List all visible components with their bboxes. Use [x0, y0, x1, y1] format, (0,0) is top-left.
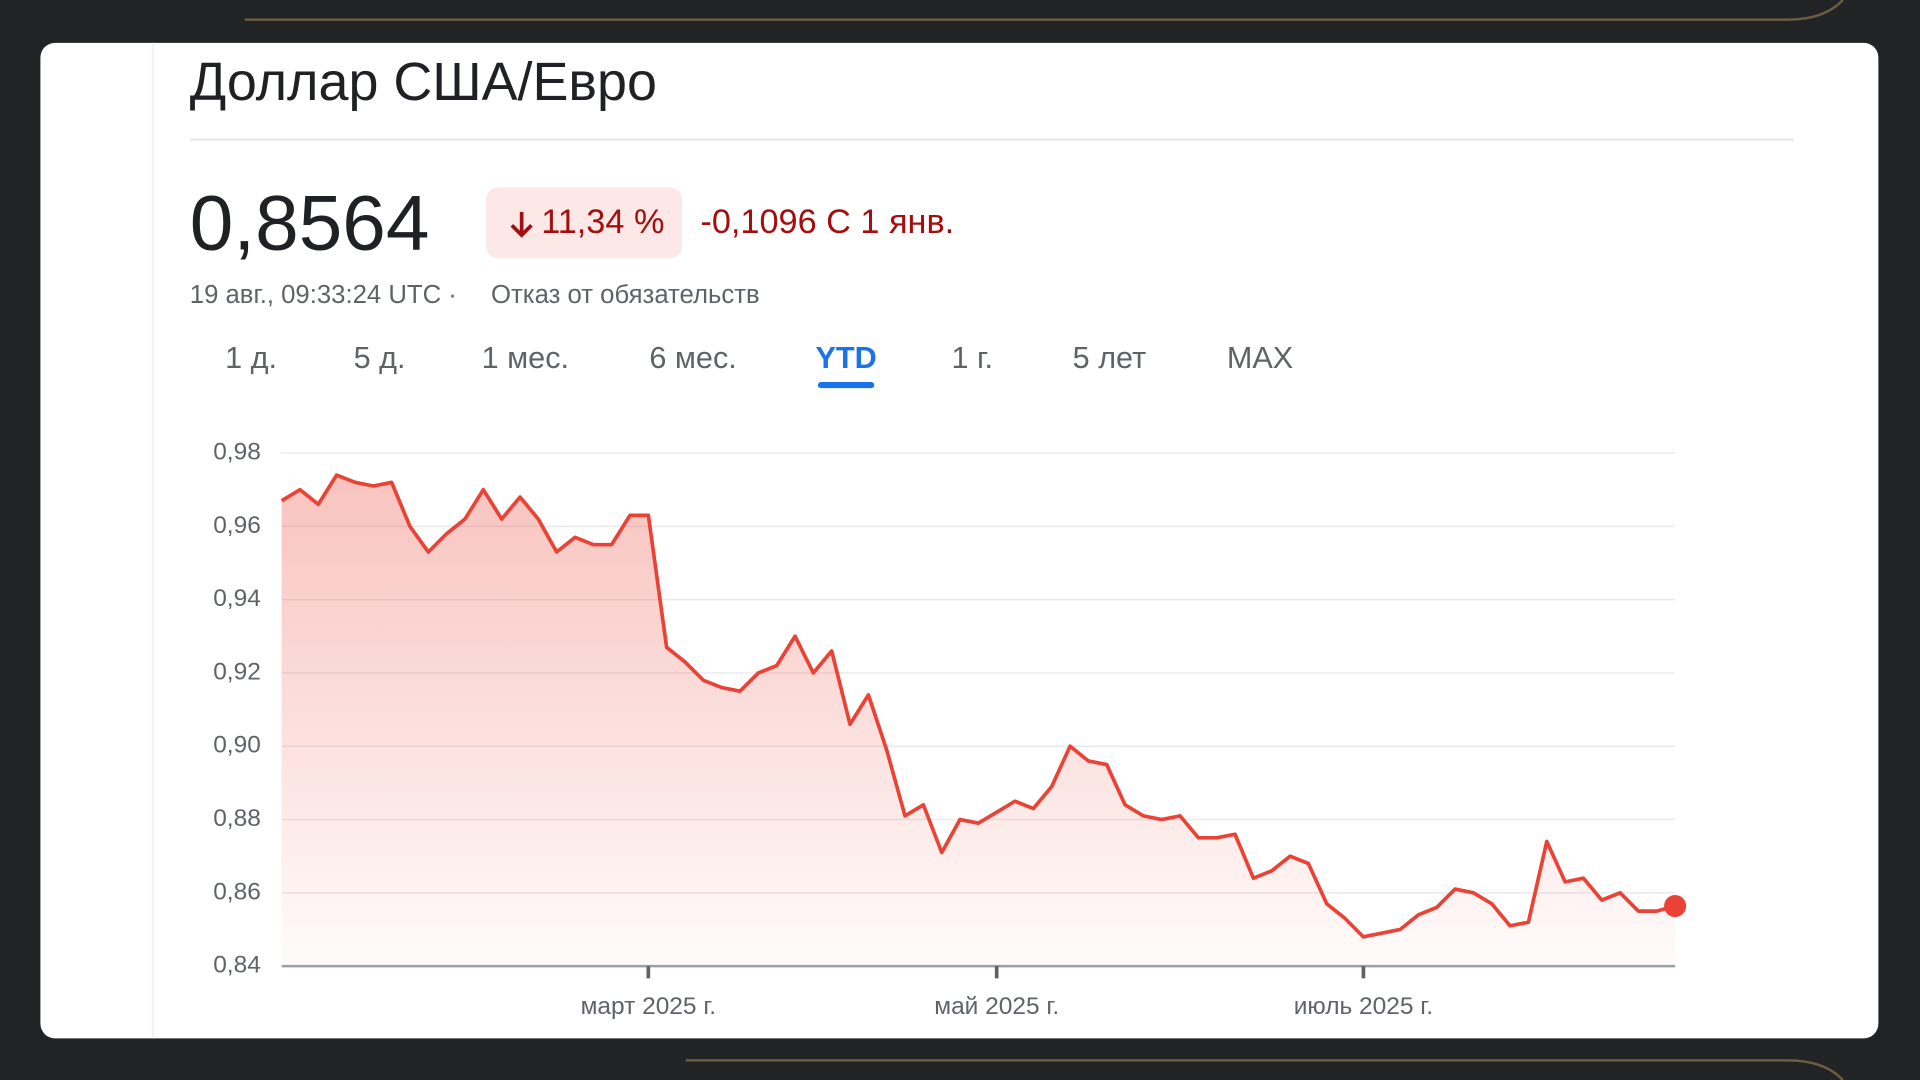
- down-arrow: [510, 211, 533, 238]
- plot: 0,84 0,86 0,88 0,90 0,92 0,94 0,96 0,98 март 202…: [213, 439, 1687, 1020]
- change: -0,1096 С 1 янв.: [700, 203, 954, 241]
- range-tabs: 1 д. 5 д. 1 мес. 6 мес. YTD 1 г. 5 лет MAX: [225, 341, 1293, 389]
- x-tick-label: март 2025 г.: [581, 993, 716, 1020]
- change-badge: [486, 187, 683, 259]
- y-tick-label: 0,88: [213, 805, 261, 832]
- range-tab[interactable]: 5 д.: [354, 341, 406, 375]
- area: [281, 475, 1676, 967]
- range-tab[interactable]: 6 мес.: [649, 341, 736, 375]
- disclaimer-link[interactable]: Отказ от обязательств: [491, 281, 760, 309]
- price: 0,8564: [190, 179, 430, 267]
- y-tick-label: 0,92: [213, 658, 261, 685]
- y-tick-label: 0,90: [213, 732, 261, 759]
- x-tick-label: июль 2025 г.: [1294, 993, 1433, 1020]
- x-tick-label: май 2025 г.: [934, 993, 1059, 1020]
- y-tick-label: 0,98: [213, 439, 261, 466]
- y-tick-label: 0,86: [213, 878, 261, 905]
- range-tab[interactable]: MAX: [1227, 341, 1293, 375]
- y-tick-label: 0,84: [213, 952, 261, 979]
- title: Доллар США/Евро: [190, 52, 657, 112]
- range-tab[interactable]: 5 лет: [1073, 341, 1146, 375]
- last-point: [1664, 895, 1687, 918]
- timestamp: 19 авг., 09:33:24 UTC ·: [190, 281, 457, 309]
- y-tick-label: 0,96: [213, 512, 261, 539]
- range-tab[interactable]: 1 г.: [952, 341, 993, 375]
- range-tab[interactable]: 1 мес.: [482, 341, 569, 375]
- range-tab[interactable]: 1 д.: [225, 341, 277, 375]
- range-tab[interactable]: YTD: [816, 341, 877, 375]
- line: [280, 473, 1676, 939]
- y-tick-label: 0,94: [213, 585, 261, 612]
- tab-underline: [817, 382, 875, 389]
- change-percent: 11,34 %: [541, 203, 664, 241]
- decor-line: [685, 1059, 1844, 1080]
- decor-line: [244, 0, 1844, 21]
